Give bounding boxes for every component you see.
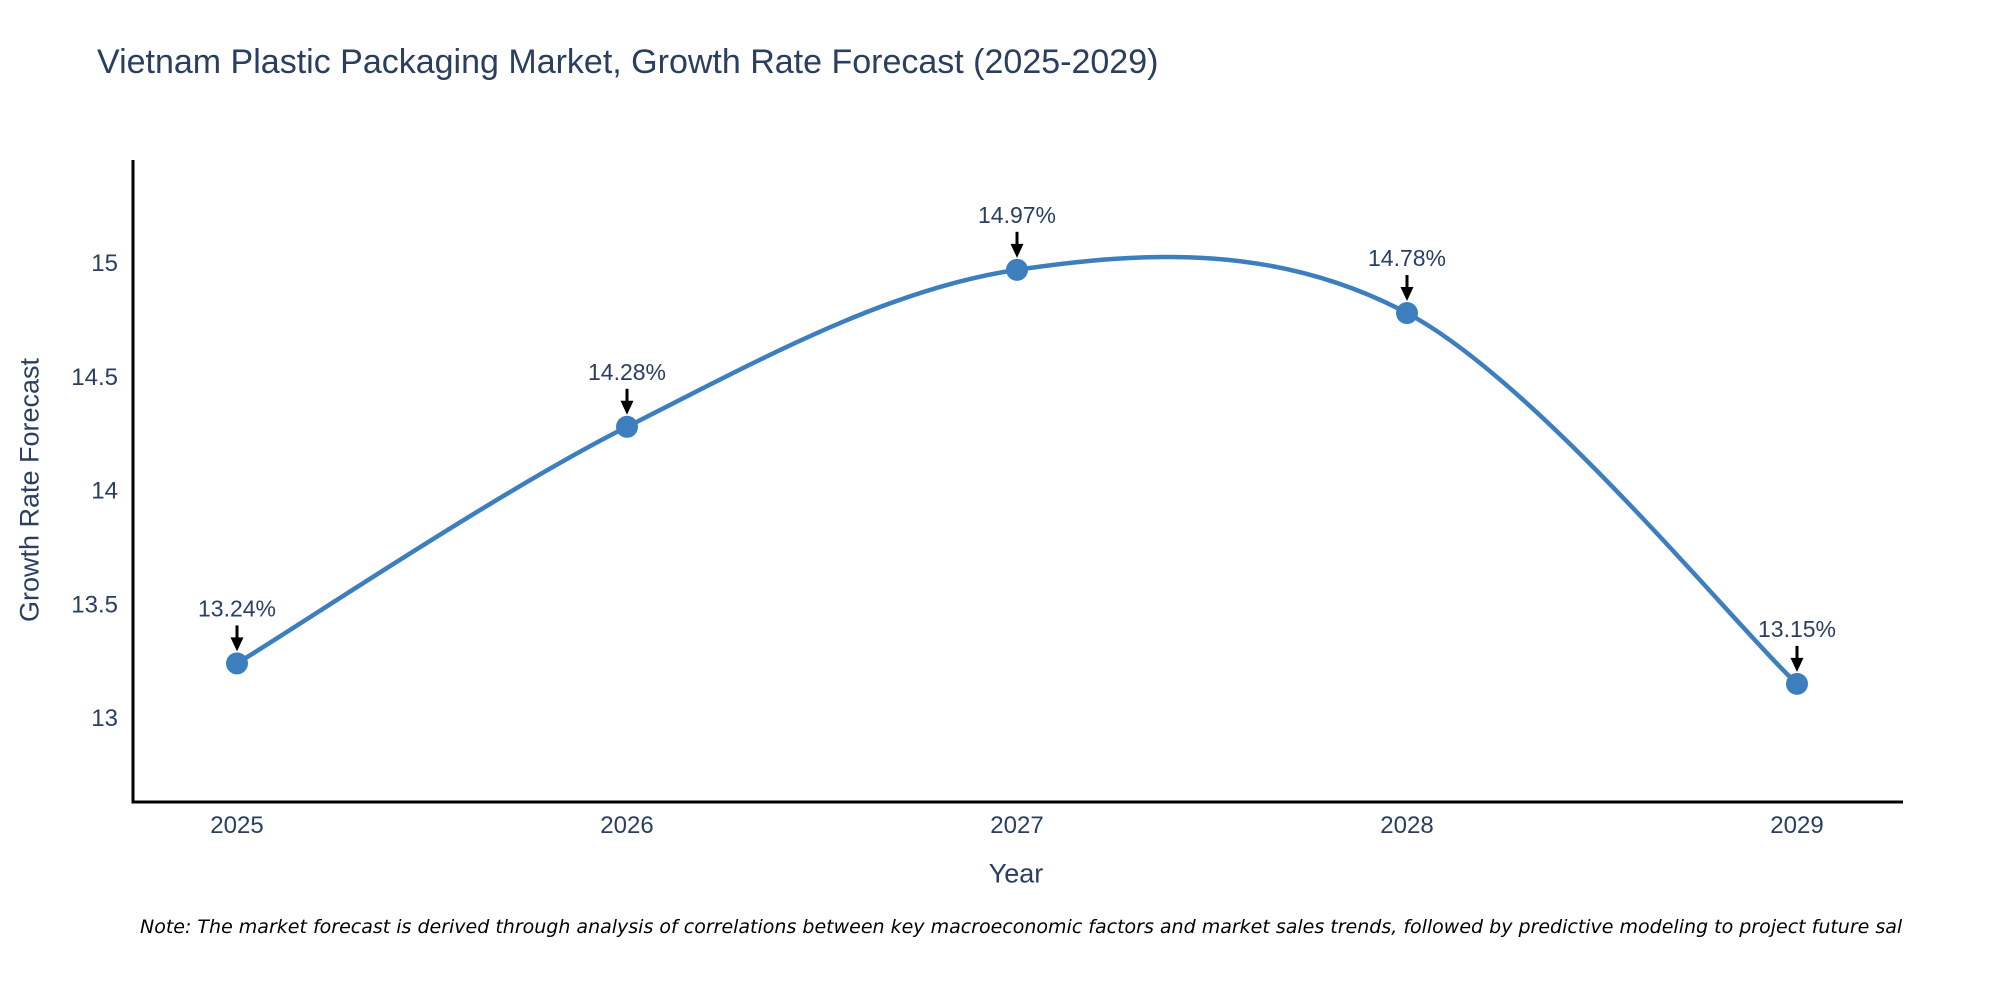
trend-line bbox=[234, 254, 1800, 687]
annotation-arrowhead-icon bbox=[1400, 287, 1414, 302]
footnote: Note: The market forecast is derived thr… bbox=[140, 916, 1903, 938]
y-tick-label: 13 bbox=[91, 705, 118, 732]
x-tick-label: 2028 bbox=[1380, 812, 1433, 839]
y-tick-label: 14.5 bbox=[71, 364, 118, 391]
data-point-marker[interactable] bbox=[616, 415, 638, 438]
data-point-marker[interactable] bbox=[1786, 672, 1808, 695]
annotation-arrowhead-icon bbox=[1010, 243, 1024, 258]
y-tick-label: 15 bbox=[91, 250, 118, 277]
x-tick-label: 2026 bbox=[600, 812, 653, 839]
x-tick-label: 2029 bbox=[1770, 812, 1823, 839]
annotation-label: 14.28% bbox=[588, 359, 666, 385]
data-point-marker[interactable] bbox=[1006, 258, 1028, 281]
y-tick-label: 14 bbox=[91, 478, 118, 505]
data-point-marker[interactable] bbox=[226, 652, 248, 675]
annotation-arrowhead-icon bbox=[230, 637, 244, 652]
annotation-arrowhead-icon bbox=[620, 400, 634, 415]
annotation-label: 14.78% bbox=[1368, 245, 1446, 271]
annotation-arrowhead-icon bbox=[1790, 657, 1804, 672]
x-tick-label: 2025 bbox=[210, 812, 263, 839]
data-point-marker[interactable] bbox=[1396, 302, 1418, 325]
x-tick-label: 2027 bbox=[990, 812, 1043, 839]
y-tick-label: 13.5 bbox=[71, 591, 118, 618]
annotation-label: 13.24% bbox=[198, 595, 276, 621]
chart-title: Vietnam Plastic Packaging Market, Growth… bbox=[97, 43, 1159, 81]
annotation-label: 14.97% bbox=[978, 202, 1056, 228]
annotation-label: 13.15% bbox=[1758, 616, 1836, 642]
x-axis-title: Year bbox=[988, 858, 1044, 889]
